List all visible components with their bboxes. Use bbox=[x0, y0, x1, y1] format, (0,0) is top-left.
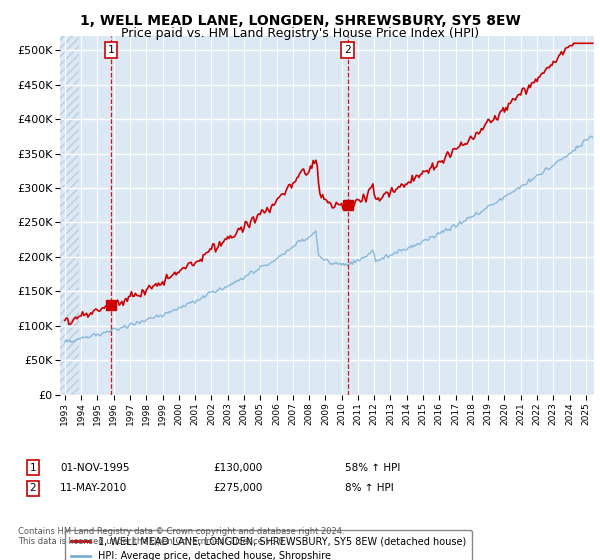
Text: 2: 2 bbox=[29, 483, 37, 493]
Text: 1: 1 bbox=[107, 45, 115, 55]
Text: 01-NOV-1995: 01-NOV-1995 bbox=[60, 463, 130, 473]
Text: 1: 1 bbox=[29, 463, 37, 473]
Text: Price paid vs. HM Land Registry's House Price Index (HPI): Price paid vs. HM Land Registry's House … bbox=[121, 27, 479, 40]
Text: 58% ↑ HPI: 58% ↑ HPI bbox=[345, 463, 400, 473]
Text: 11-MAY-2010: 11-MAY-2010 bbox=[60, 483, 127, 493]
Text: Contains HM Land Registry data © Crown copyright and database right 2024.
This d: Contains HM Land Registry data © Crown c… bbox=[18, 526, 344, 546]
Text: 1, WELL MEAD LANE, LONGDEN, SHREWSBURY, SY5 8EW: 1, WELL MEAD LANE, LONGDEN, SHREWSBURY, … bbox=[80, 14, 520, 28]
Text: £130,000: £130,000 bbox=[213, 463, 262, 473]
Text: 8% ↑ HPI: 8% ↑ HPI bbox=[345, 483, 394, 493]
Text: 2: 2 bbox=[344, 45, 351, 55]
Text: £275,000: £275,000 bbox=[213, 483, 262, 493]
Bar bbox=[60, 36, 79, 395]
Legend: 1, WELL MEAD LANE, LONGDEN, SHREWSBURY, SY5 8EW (detached house), HPI: Average p: 1, WELL MEAD LANE, LONGDEN, SHREWSBURY, … bbox=[65, 530, 472, 560]
